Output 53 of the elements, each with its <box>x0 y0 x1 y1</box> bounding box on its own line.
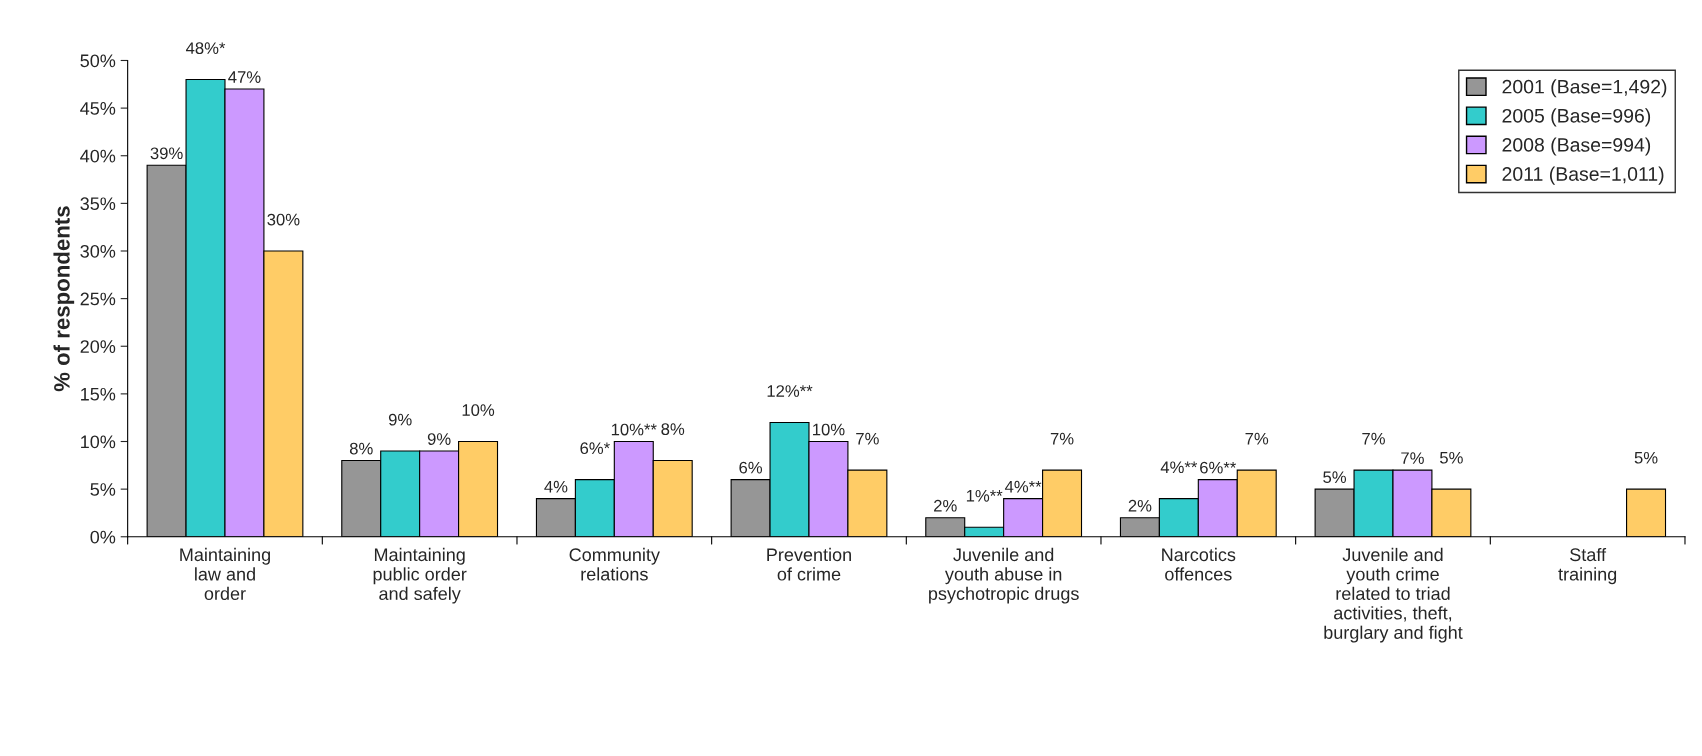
data-label: 7% <box>856 432 879 445</box>
x-tick-label: Narcotics offences <box>1162 547 1236 581</box>
data-label: 9% <box>388 413 412 426</box>
data-label: 6% <box>739 461 763 474</box>
y-tick-label: 30% <box>80 244 116 258</box>
data-label: 4%** <box>1004 480 1042 493</box>
y-tick-label: 50% <box>80 54 116 68</box>
data-label: 47% <box>228 71 261 83</box>
data-label: 7% <box>1050 432 1074 445</box>
data-label: 48%* <box>185 42 226 55</box>
legend-label: 2008 (Base=994) <box>1502 137 1651 156</box>
data-label: 5% <box>1440 451 1463 464</box>
data-label: 4%** <box>1160 461 1198 474</box>
x-tick-label: Maintaining public order and safely <box>373 547 467 604</box>
y-tick-label: 25% <box>80 292 116 306</box>
data-label: 10% <box>462 404 495 416</box>
x-tick-label: Juvenile and youth abuse in psychotropic drugs <box>929 547 1079 604</box>
legend-label: 2011 (Base=1,011) <box>1502 166 1664 185</box>
data-label: 5% <box>1634 451 1658 464</box>
data-label: 7% <box>1245 432 1269 445</box>
y-tick-label: 10% <box>81 435 116 449</box>
y-tick-label: 45% <box>80 102 116 115</box>
x-tick-label: Community relations <box>569 547 660 581</box>
data-label: 6%* <box>580 442 610 455</box>
data-label: 2% <box>934 499 957 512</box>
y-tick-label: 5% <box>90 483 116 496</box>
data-label: 4% <box>544 480 568 493</box>
y-tick-label: 0% <box>90 530 116 544</box>
data-label: 1%** <box>966 489 1003 502</box>
data-label: 7% <box>1362 432 1385 445</box>
data-label: 2% <box>1128 499 1152 512</box>
data-label: 5% <box>1323 471 1347 484</box>
x-tick-label: Juvenile and youth crime related to triad activities, theft, burglary and fight <box>1324 547 1463 643</box>
data-label: 10%** <box>611 423 657 436</box>
data-label: 8% <box>661 423 685 436</box>
y-tick-label: 40% <box>80 149 116 163</box>
x-tick-label: Staff training <box>1558 547 1617 585</box>
data-label: 12%** <box>767 385 813 397</box>
legend-label: 2001 (Base=1,492) <box>1502 79 1667 98</box>
x-tick-label: Prevention of crime <box>767 547 851 581</box>
data-label: 8% <box>349 442 373 455</box>
y-tick-label: 15% <box>81 387 116 401</box>
data-label: 7% <box>1401 452 1424 464</box>
legend-label: 2005 (Base=996) <box>1502 108 1651 127</box>
data-label: 6%** <box>1200 461 1237 474</box>
data-label: 10% <box>813 423 845 436</box>
x-tick-label: Maintaining law and order <box>180 547 270 601</box>
data-label: 9% <box>427 433 451 445</box>
y-tick-label: 20% <box>80 340 116 353</box>
y-tick-label: 35% <box>80 197 116 211</box>
y-axis-title: % of respondents <box>53 206 75 392</box>
data-label: 39% <box>150 147 183 160</box>
data-label: 30% <box>267 213 300 226</box>
